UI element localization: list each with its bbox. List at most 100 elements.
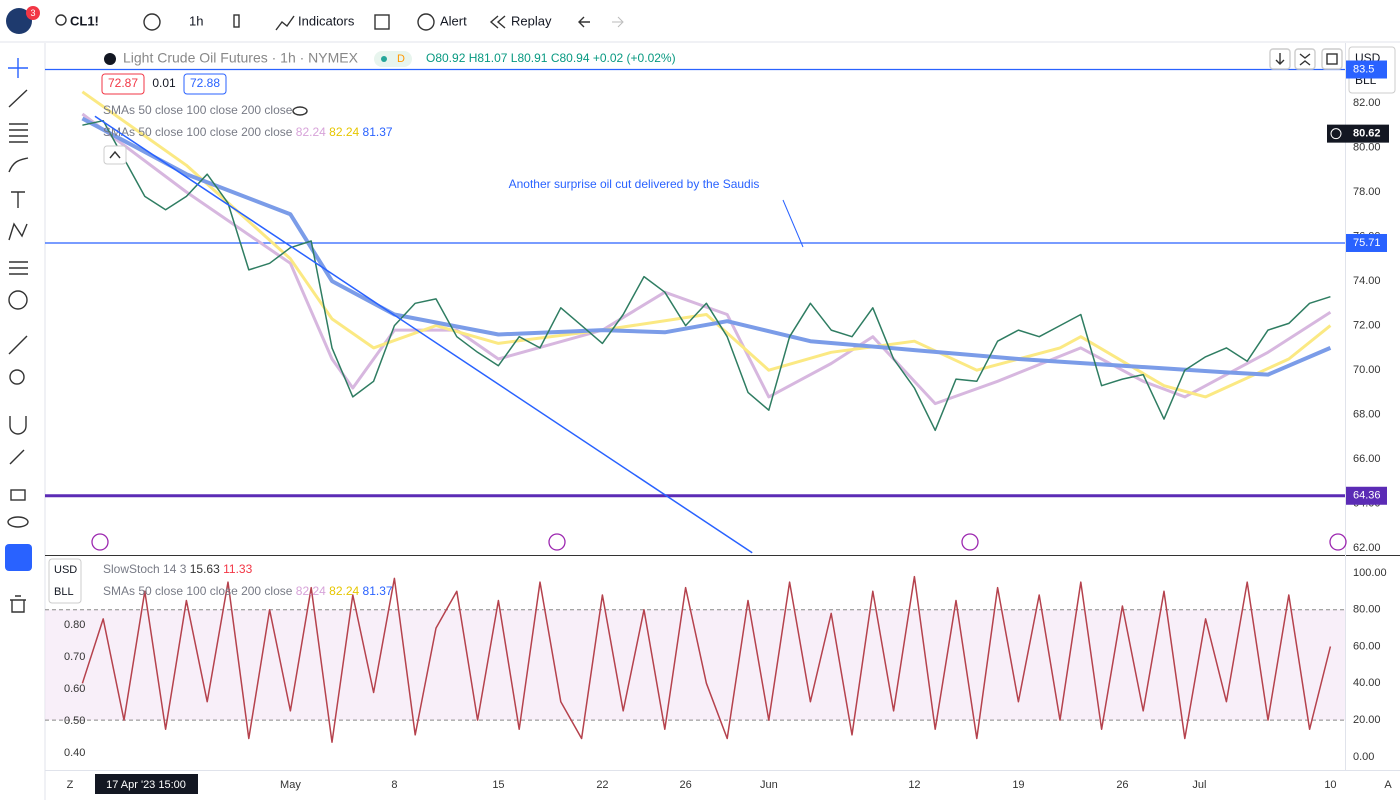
sma-legend-hidden: SMAs 50 close 100 close 200 close (103, 103, 293, 117)
stoch-left-label: 0.70 (64, 651, 85, 663)
badge: 3 (30, 8, 35, 18)
timezone-button[interactable]: Z (67, 779, 74, 791)
sma50-value: 82.24 (296, 125, 326, 139)
y-tick-label: 74.00 (1353, 275, 1381, 287)
price-tag: 75.71 (1353, 237, 1381, 249)
interval[interactable]: 1h (189, 13, 203, 28)
y-tick-label: 66.00 (1353, 453, 1381, 465)
replay-button[interactable]: Replay (511, 13, 552, 28)
bid-box (101, 73, 145, 95)
stoch-band (45, 609, 1345, 721)
price-tag: 64.36 (1353, 490, 1381, 502)
series-line (81, 116, 1332, 377)
x-tick-label: Jun (760, 779, 778, 791)
time-cursor-bg (95, 774, 198, 794)
stoch-currency: USD (54, 564, 77, 576)
stoch-scale-box[interactable] (48, 558, 82, 604)
hidden-icon[interactable] (292, 106, 308, 116)
y-tick-label: 80.00 (1353, 141, 1381, 153)
y-tick-label: 72.00 (1353, 320, 1381, 332)
x-tick-label: 8 (391, 779, 397, 791)
stoch-name: SlowStoch 14 3 (103, 562, 187, 576)
annotation: Another surprise oil cut delivered by th… (509, 177, 760, 191)
auto-button[interactable]: A (1384, 779, 1392, 791)
y-tick-label: 62.00 (1353, 542, 1381, 554)
indicators-icon (275, 15, 295, 31)
alert-icon (417, 13, 435, 31)
replay-icon (489, 15, 506, 29)
symbol[interactable]: CL1! (70, 13, 99, 28)
close: C80.94 (551, 51, 590, 65)
sma200-value: 81.37 (363, 584, 393, 598)
y-tick-label: 60.00 (1353, 640, 1381, 652)
plot (45, 68, 1345, 498)
x-tick-label: 10 (1324, 779, 1336, 791)
price-tag-bg (1346, 233, 1387, 252)
logo[interactable] (6, 8, 32, 34)
x-tick-label: 26 (680, 779, 692, 791)
undo[interactable] (578, 16, 590, 28)
ohlc: O80.92 H81.07 L80.91 C80.94 +0.02 (+0.02… (426, 51, 676, 65)
indicators-button[interactable]: Indicators (298, 13, 355, 28)
event-icons[interactable] (91, 533, 1347, 551)
series-line (81, 575, 1332, 743)
x-tick-label: 22 (596, 779, 608, 791)
layout-icon[interactable] (374, 14, 390, 30)
status-dot (381, 56, 387, 62)
badge-bg (26, 6, 40, 20)
series-line (82, 119, 1331, 432)
price-tag-bg (1346, 60, 1387, 79)
plot (45, 575, 1345, 743)
link-tool[interactable] (5, 544, 32, 571)
open: O80.92 (426, 51, 466, 65)
spread: 0.01 (152, 76, 176, 90)
stoch-left-label: 0.80 (64, 619, 85, 631)
y-tick-label: 78.00 (1353, 186, 1381, 198)
annotation-pointer (782, 199, 804, 248)
trend-line (94, 115, 753, 554)
sma100-value: 82.24 (329, 584, 359, 598)
collapse-button[interactable] (103, 145, 127, 165)
add-icon[interactable] (143, 13, 161, 31)
price-tag: 80.62 (1353, 128, 1381, 140)
x-tick-label: 12 (908, 779, 920, 791)
time-cursor: 17 Apr '23 15:00 (106, 779, 186, 791)
y-tick-label: 80.00 (1353, 604, 1381, 616)
y-tick-label: 0.00 (1353, 751, 1374, 763)
alert-button[interactable]: Alert (440, 13, 467, 28)
y-tick-label: 70.00 (1353, 364, 1381, 376)
ask: 72.88 (190, 76, 220, 90)
sma-legend: SMAs 50 close 100 close 200 close 82.24 … (103, 125, 393, 139)
search-icon (55, 14, 67, 26)
price-tag-bg (1327, 124, 1389, 143)
legend-title: Light Crude Oil Futures · 1h · NYMEX (123, 50, 359, 66)
stoch-legend: SlowStoch 14 3 15.63 11.33 (103, 562, 253, 576)
pane-controls[interactable] (1269, 48, 1343, 70)
candle-icon[interactable] (233, 14, 240, 28)
symbol-icon (104, 53, 116, 65)
sma50-value: 82.24 (296, 584, 326, 598)
y-tick-label: 40.00 (1353, 677, 1381, 689)
flag-pill (374, 51, 412, 67)
stoch-unit: BLL (54, 586, 74, 598)
top-toolbar (0, 0, 1400, 42)
stoch-d: 11.33 (223, 562, 252, 576)
stoch-sma-legend: SMAs 50 close 100 close 200 close 82.24 … (103, 584, 393, 598)
marks (45, 68, 1345, 743)
x-tick-label: May (280, 779, 301, 791)
price-tag-icon (1330, 128, 1342, 140)
sma100-value: 82.24 (329, 125, 359, 139)
x-tick-label: 15 (492, 779, 504, 791)
stoch-left-label: 0.50 (64, 715, 85, 727)
ask-box (183, 73, 227, 95)
series-line (81, 90, 1332, 399)
stoch-k: 15.63 (190, 562, 220, 576)
redo[interactable] (612, 16, 624, 28)
flag: D (397, 53, 405, 65)
drawing-tools[interactable] (7, 58, 29, 613)
high: H81.07 (469, 51, 508, 65)
left-toolbar (0, 43, 45, 800)
price-tag: 83.5 (1353, 63, 1374, 75)
series-line (81, 112, 1332, 406)
